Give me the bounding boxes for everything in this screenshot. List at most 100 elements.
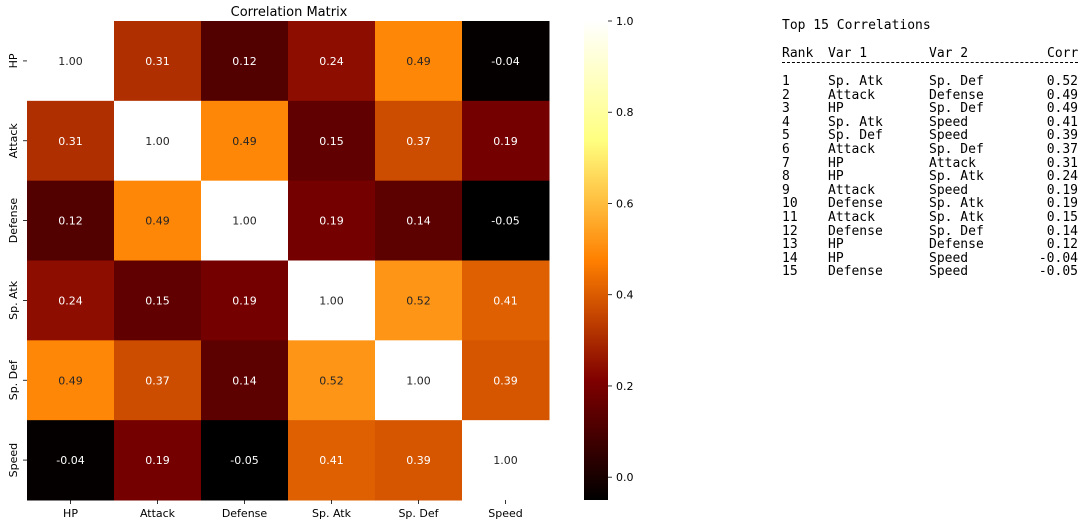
cell-value-label: 0.52 <box>406 294 431 307</box>
cell-value-label: 0.14 <box>232 374 257 387</box>
cell-value-label: 0.15 <box>145 294 170 307</box>
y-tick-label: Speed <box>7 443 20 477</box>
rank-cell: 11 <box>782 210 798 225</box>
rank-cell: 4 <box>782 114 790 130</box>
cell-value-label: 0.37 <box>406 135 431 148</box>
corr-cell: -0.04 <box>1038 250 1078 266</box>
cell-value-label: 1.00 <box>232 215 257 228</box>
heatmap-cell <box>27 260 115 341</box>
corr-cell: 0.39 <box>1046 128 1078 144</box>
rank-cell: 8 <box>782 169 790 185</box>
var1-cell: Defense <box>828 196 883 212</box>
cell-value-label: -0.05 <box>491 215 519 228</box>
cell-value-label: 1.00 <box>406 374 431 387</box>
heatmap-cell <box>288 420 376 501</box>
cell-value-label: 0.24 <box>58 294 83 307</box>
corr-cell: 0.41 <box>1046 114 1078 130</box>
corr-cell: 0.15 <box>1046 210 1078 225</box>
cell-value-label: 0.49 <box>58 374 83 387</box>
heatmap-cell <box>375 180 463 261</box>
y-tick-label: Sp. Def <box>7 359 20 400</box>
cell-value-label: 1.00 <box>319 294 344 307</box>
heatmap-cell <box>201 100 289 182</box>
colorbar-tick-label: 0.0 <box>616 471 634 484</box>
colorbar <box>584 21 608 500</box>
heatmap-cell <box>114 420 202 501</box>
x-tick-label: Speed <box>488 507 522 520</box>
corr-cell: 0.49 <box>1046 101 1078 117</box>
corr-cell: 0.37 <box>1046 142 1078 157</box>
y-tick-label: Attack <box>7 123 20 159</box>
cell-value-label: -0.05 <box>230 454 258 467</box>
var1-cell: Defense <box>828 223 883 239</box>
cell-value-label: 1.00 <box>58 55 83 68</box>
rank-cell: 9 <box>782 182 790 198</box>
heatmap-cell <box>462 21 550 102</box>
corr-cell: 0.19 <box>1046 196 1078 212</box>
cell-value-label: 0.49 <box>145 215 170 228</box>
var2-cell: Attack <box>929 155 976 171</box>
colorbar-tick-label: 0.6 <box>616 197 634 210</box>
header-var2: Var 2 <box>929 46 969 61</box>
heatmap-cell <box>462 180 550 261</box>
cell-value-label: 0.19 <box>232 294 257 307</box>
cell-value-label: 0.31 <box>58 135 83 148</box>
var1-cell: HP <box>828 250 844 266</box>
corr-cell: 0.24 <box>1046 169 1078 185</box>
cell-value-label: 0.52 <box>319 374 344 387</box>
heatmap-cell <box>201 260 289 341</box>
heatmap-cell <box>288 260 376 341</box>
cell-value-label: 0.19 <box>145 454 170 467</box>
rank-cell: 5 <box>782 128 790 144</box>
heatmap-cell <box>288 180 376 261</box>
cell-value-label: 0.49 <box>406 55 431 68</box>
heatmap-cell <box>375 340 463 421</box>
colorbar-tick-label: 0.2 <box>616 380 634 393</box>
rank-cell: 14 <box>782 250 798 266</box>
x-tick-label: Attack <box>140 507 176 520</box>
cell-value-label: 0.31 <box>145 55 170 68</box>
rank-cell: 3 <box>782 101 790 117</box>
heatmap-cell <box>375 260 463 341</box>
cell-value-label: 0.19 <box>319 215 344 228</box>
heatmap-cell <box>462 420 550 501</box>
var2-cell: Speed <box>929 128 969 144</box>
heatmap-cell <box>27 180 115 261</box>
heatmap-cell <box>201 21 289 102</box>
corr-cell: 0.49 <box>1046 87 1078 103</box>
cell-value-label: 1.00 <box>493 454 518 467</box>
cell-value-label: 0.39 <box>493 374 518 387</box>
y-tick-label: Sp. Atk <box>7 280 20 320</box>
heatmap-cell <box>27 420 115 501</box>
heatmap-cell <box>114 260 202 341</box>
cell-value-label: -0.04 <box>491 55 519 68</box>
colorbar-tick-label: 0.4 <box>616 289 634 302</box>
top-correlations-table: Top 15 Correlations Rank Var 1 Var 2 Cor… <box>782 16 1082 296</box>
var1-cell: Attack <box>828 87 875 103</box>
var2-cell: Sp. Atk <box>929 196 984 212</box>
heatmap-cell <box>201 420 289 501</box>
var2-cell: Defense <box>929 237 984 253</box>
var1-cell: HP <box>828 155 844 171</box>
header-rule <box>782 62 1078 63</box>
var2-cell: Speed <box>929 264 969 280</box>
cell-value-label: 0.19 <box>493 135 518 148</box>
x-tick-label: Sp. Def <box>398 507 439 520</box>
heatmap-cell <box>375 420 463 501</box>
var1-cell: Attack <box>828 210 875 225</box>
table-title: Top 15 Correlations <box>782 18 931 33</box>
heatmap-cell <box>375 100 463 182</box>
colorbar-tick-label: 0.8 <box>616 106 634 119</box>
var2-cell: Sp. Atk <box>929 210 984 225</box>
rank-cell: 12 <box>782 223 798 239</box>
var1-cell: Attack <box>828 182 875 198</box>
cell-value-label: -0.04 <box>56 454 84 467</box>
var2-cell: Sp. Def <box>929 101 984 117</box>
heatmap-cell <box>114 180 202 261</box>
heatmap-cell <box>201 180 289 261</box>
heatmap-cell <box>27 21 115 102</box>
heatmap-cell <box>27 100 115 182</box>
var2-cell: Speed <box>929 114 969 130</box>
var1-cell: HP <box>828 237 844 253</box>
